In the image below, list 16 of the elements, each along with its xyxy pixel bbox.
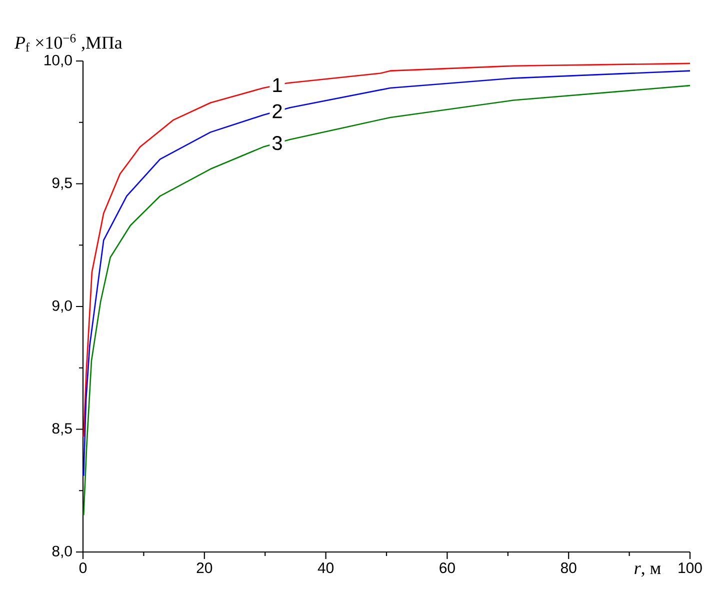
series-label: 3 [272, 136, 282, 150]
x-tick-label: 100 [678, 562, 702, 574]
x-axis-title: r, м [634, 566, 661, 577]
series-label: 2 [272, 104, 282, 118]
y-tick-label: 8,0 [52, 546, 72, 558]
x-tick-label: 20 [196, 562, 212, 574]
y-tick-label: 9,0 [52, 300, 72, 313]
y-tick-label: 10,0 [44, 54, 72, 68]
x-tick-label: 80 [560, 562, 576, 574]
series-label: 1 [273, 78, 282, 92]
x-tick-label: 60 [440, 562, 455, 574]
x-tick-label: 0 [79, 562, 87, 574]
x-tick-label: 40 [318, 562, 334, 574]
y-tick-label: 8,5 [52, 423, 72, 436]
y-tick-label: 9,5 [52, 178, 72, 190]
y-axis-title: P$_{f}$ ×10$^{−6}$ ,МПа [14, 34, 122, 52]
